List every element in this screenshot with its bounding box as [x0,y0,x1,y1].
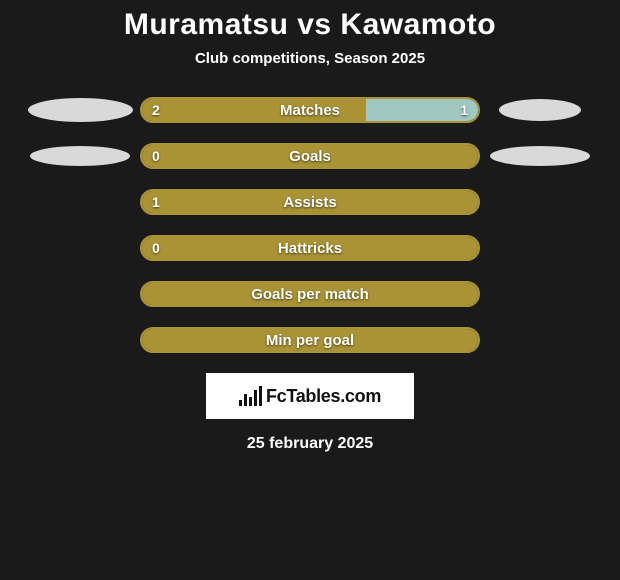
stat-row: Goals per match [0,281,620,307]
page-subtitle: Club competitions, Season 2025 [0,50,620,67]
value-right: 1 [460,102,468,118]
right-side [480,99,600,121]
stat-bar: Min per goal [140,327,480,353]
player-ellipse-right [490,146,590,166]
stat-label: Matches [280,102,340,119]
stat-row: 1 Assists [0,189,620,215]
stat-bar: 0 Goals [140,143,480,169]
stat-row: 0 Goals [0,143,620,169]
stat-label: Min per goal [266,332,354,349]
value-left: 0 [152,240,160,256]
value-left: 0 [152,148,160,164]
stat-bar: 1 Assists [140,189,480,215]
stat-bar: 2 1 Matches [140,97,480,123]
logo-box: FcTables.com [206,373,414,419]
value-left: 1 [152,194,160,210]
stat-label: Goals per match [251,286,369,303]
stat-label: Goals [289,148,331,165]
right-side [480,146,600,166]
value-left: 2 [152,102,160,118]
left-side [20,98,140,122]
stat-row: 2 1 Matches [0,97,620,123]
left-side [20,146,140,166]
player-ellipse-right [499,99,581,121]
date-label: 25 february 2025 [0,435,620,453]
comparison-card: Muramatsu vs Kawamoto Club competitions,… [0,0,620,453]
stat-label: Assists [283,194,336,211]
stat-bar: Goals per match [140,281,480,307]
page-title: Muramatsu vs Kawamoto [0,8,620,42]
player-ellipse-left [30,146,130,166]
stat-label: Hattricks [278,240,342,257]
logo-chart-icon [239,386,262,406]
stat-row: 0 Hattricks [0,235,620,261]
stat-row: Min per goal [0,327,620,353]
stat-bar: 0 Hattricks [140,235,480,261]
player-ellipse-left [28,98,133,122]
stat-rows: 2 1 Matches 0 Goals 1 Assists 0 Hattricks Goals p… [0,97,620,353]
logo-text: FcTables.com [266,386,381,407]
